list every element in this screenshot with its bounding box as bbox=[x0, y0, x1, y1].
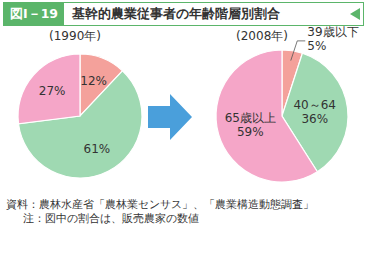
svg-text:65歳以上59%: 65歳以上59% bbox=[225, 111, 276, 139]
svg-text:12%: 12% bbox=[80, 74, 107, 88]
svg-text:27%: 27% bbox=[39, 84, 66, 98]
html-text:基幹的農業従事者の年齢階層別割合: 基幹的農業従事者の年齢階層別割合 bbox=[72, 5, 280, 21]
html-text:注：図中の割合は、販売農家の数値: 注：図中の割合は、販売農家の数値 bbox=[22, 212, 199, 225]
svg-text:40～6436%: 40～6436% bbox=[293, 98, 336, 126]
svg-text:(2008年): (2008年) bbox=[236, 29, 288, 43]
svg-text:39歳以下5%: 39歳以下5% bbox=[307, 25, 358, 53]
html-text:資料：農林水産省「農林業センサス」、「農業構造動態調査」: 資料：農林水産省「農林業センサス」、「農業構造動態調査」 bbox=[6, 198, 314, 211]
svg-text:61%: 61% bbox=[84, 142, 111, 156]
html-text:図Ⅰ－19: 図Ⅰ－19 bbox=[10, 5, 58, 21]
svg-text:(1990年): (1990年) bbox=[49, 29, 101, 43]
